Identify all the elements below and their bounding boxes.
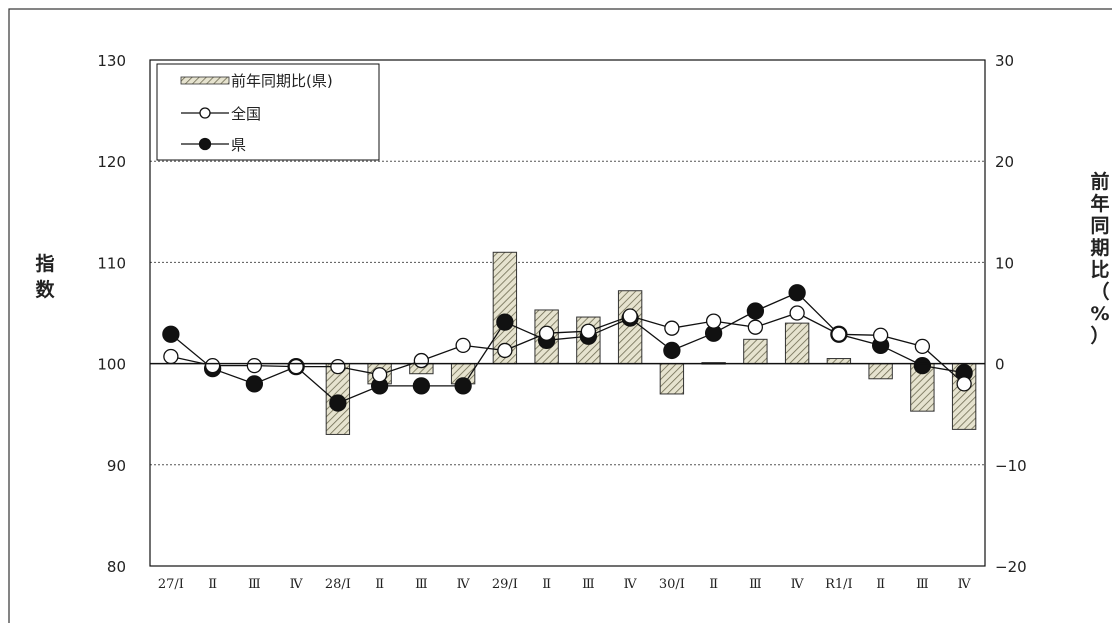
pref-series-point-8 bbox=[454, 377, 472, 395]
national-series-point-13 bbox=[664, 320, 680, 336]
right-axis-title-char: % bbox=[1090, 303, 1109, 325]
left-tick-label: 80 bbox=[107, 558, 126, 576]
left-tick-label: 90 bbox=[107, 457, 126, 475]
national-series-line bbox=[170, 312, 965, 385]
legend-marker-national bbox=[199, 107, 211, 119]
bar-yoy-13 bbox=[659, 363, 685, 395]
bar-yoy-17 bbox=[826, 358, 852, 365]
x-tick-label: Ⅳ bbox=[290, 577, 304, 592]
pref-series-point-15 bbox=[746, 302, 765, 320]
left-tick-label: 120 bbox=[97, 153, 126, 171]
left-axis-title-char: 指 bbox=[35, 253, 54, 275]
x-tick-label: Ⅱ bbox=[375, 577, 384, 592]
x-tick-label: Ⅳ bbox=[791, 577, 805, 592]
pref-series-point-7 bbox=[412, 377, 431, 395]
x-tick-label: 27/Ⅰ bbox=[158, 577, 184, 592]
bar-yoy-12 bbox=[617, 290, 643, 365]
national-series-point-3 bbox=[246, 357, 263, 374]
pref-series-point-5 bbox=[329, 394, 347, 412]
left-tick-label: 100 bbox=[97, 356, 126, 374]
national-series-point-5 bbox=[330, 358, 346, 375]
national-series-point-16 bbox=[789, 305, 805, 321]
left-tick-label: 130 bbox=[97, 52, 126, 70]
right-tick-label: 30 bbox=[995, 52, 1014, 70]
bar-yoy-15 bbox=[743, 338, 768, 365]
left-tick-label: 110 bbox=[97, 254, 126, 272]
x-tick-label: Ⅱ bbox=[876, 577, 885, 592]
legend-label-pref: 県 bbox=[231, 136, 246, 154]
bar-yoy-18 bbox=[868, 363, 893, 380]
national-series-point-19 bbox=[914, 338, 931, 355]
x-tick-label: Ⅲ bbox=[916, 577, 929, 592]
x-tick-label: Ⅲ bbox=[749, 577, 762, 592]
national-series-point-18 bbox=[872, 327, 889, 343]
national-series-point-20 bbox=[956, 376, 972, 392]
right-tick-label: 10 bbox=[995, 254, 1014, 272]
x-tick-label: Ⅳ bbox=[624, 577, 638, 592]
x-tick-label: Ⅲ bbox=[248, 577, 261, 592]
bar-yoy-16 bbox=[784, 322, 810, 365]
national-series-point-9 bbox=[497, 342, 513, 359]
x-tick-label: Ⅱ bbox=[709, 577, 718, 592]
national-series-point-14 bbox=[705, 313, 722, 329]
national-series-point-15 bbox=[747, 319, 764, 335]
x-tick-label: 29/Ⅰ bbox=[492, 577, 518, 592]
national-series-point-8 bbox=[455, 337, 471, 354]
x-tick-label: Ⅲ bbox=[415, 577, 428, 592]
x-tick-label: Ⅲ bbox=[582, 577, 595, 592]
national-series-point-4 bbox=[288, 358, 304, 375]
pref-series-line bbox=[170, 292, 965, 404]
national-series-point-7 bbox=[413, 352, 430, 369]
pref-series-point-16 bbox=[788, 284, 806, 302]
national-series-point-12 bbox=[622, 308, 638, 324]
pref-series-point-19 bbox=[913, 356, 932, 375]
national-series-point-10 bbox=[538, 325, 555, 341]
right-axis-title-char: 同 bbox=[1090, 215, 1109, 237]
right-tick-label: −10 bbox=[995, 457, 1027, 475]
left-axis-title-char: 数 bbox=[35, 278, 55, 301]
right-axis-title-char: （ bbox=[1090, 280, 1109, 303]
right-tick-label: −20 bbox=[995, 558, 1027, 576]
plot-area bbox=[149, 59, 986, 567]
x-tick-label: Ⅳ bbox=[457, 577, 471, 592]
pref-series-point-3 bbox=[245, 375, 264, 393]
x-tick-label: Ⅱ bbox=[542, 577, 551, 592]
x-tick-label: 30/Ⅰ bbox=[659, 577, 685, 592]
legend-marker-pref bbox=[198, 137, 212, 151]
national-series-point-11 bbox=[580, 323, 597, 339]
national-series-point-17 bbox=[831, 326, 847, 342]
x-tick-label: 28/Ⅰ bbox=[325, 577, 351, 592]
pref-series-point-9 bbox=[496, 313, 514, 331]
chart-frame bbox=[8, 8, 1112, 623]
right-tick-label: 0 bbox=[995, 356, 1005, 374]
legend-label-bar: 前年同期比(県) bbox=[231, 72, 333, 90]
pref-series-point-13 bbox=[663, 341, 681, 360]
right-axis-title-char: 前 bbox=[1090, 170, 1109, 193]
national-series-point-2 bbox=[204, 357, 221, 374]
x-tick-label: Ⅳ bbox=[958, 577, 972, 592]
right-axis-title-char: 年 bbox=[1090, 192, 1109, 215]
legend-label-national: 全国 bbox=[231, 105, 261, 123]
legend-swatch-bar bbox=[180, 76, 230, 85]
right-axis-title-char: ） bbox=[1090, 324, 1109, 347]
right-tick-label: 20 bbox=[995, 153, 1014, 171]
national-series-point-6 bbox=[371, 367, 388, 383]
pref-series-point-1 bbox=[162, 325, 180, 343]
national-series-point-1 bbox=[163, 348, 179, 365]
x-tick-label: Ⅱ bbox=[208, 577, 217, 592]
right-axis-title-char: 期 bbox=[1090, 237, 1109, 259]
right-axis-title-char: 比 bbox=[1090, 259, 1109, 281]
x-tick-label: R1/Ⅰ bbox=[825, 577, 853, 592]
